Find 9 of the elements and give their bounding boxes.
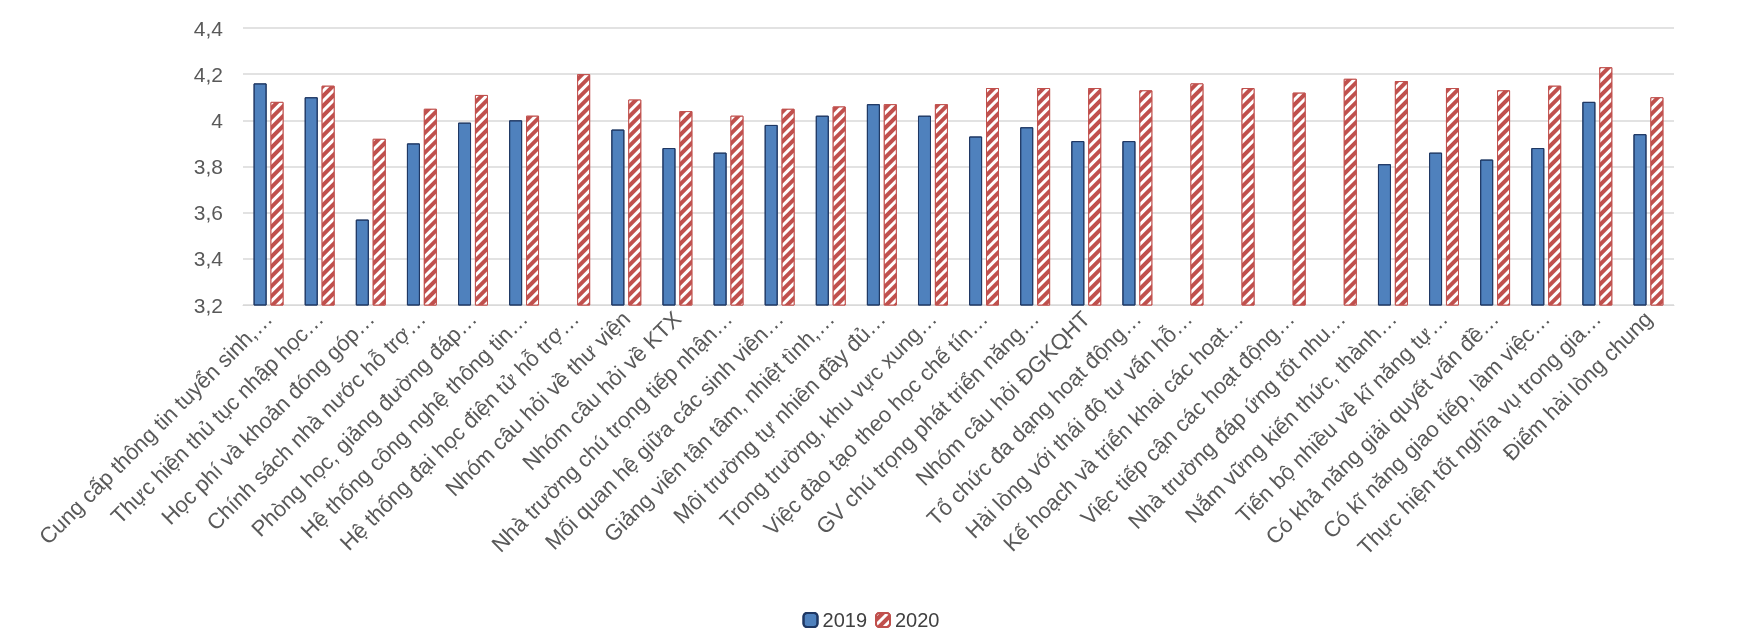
y-tick-label: 3,6: [193, 201, 223, 225]
y-tick-label: 4,4: [193, 16, 224, 40]
y-tick-label: 3,2: [193, 293, 223, 317]
legend-label: 2020: [895, 609, 940, 631]
legend-label: 2019: [822, 609, 868, 631]
y-tick-label: 3,8: [193, 155, 223, 178]
y-tick-label: 3,4: [193, 247, 224, 271]
y-tick-label: 4: [211, 108, 224, 132]
y-tick-label: 4,2: [193, 62, 223, 86]
